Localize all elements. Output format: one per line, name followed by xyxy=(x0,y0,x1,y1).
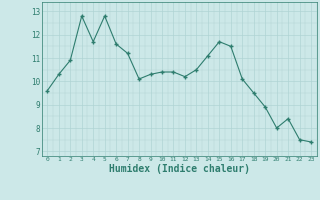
X-axis label: Humidex (Indice chaleur): Humidex (Indice chaleur) xyxy=(109,164,250,174)
